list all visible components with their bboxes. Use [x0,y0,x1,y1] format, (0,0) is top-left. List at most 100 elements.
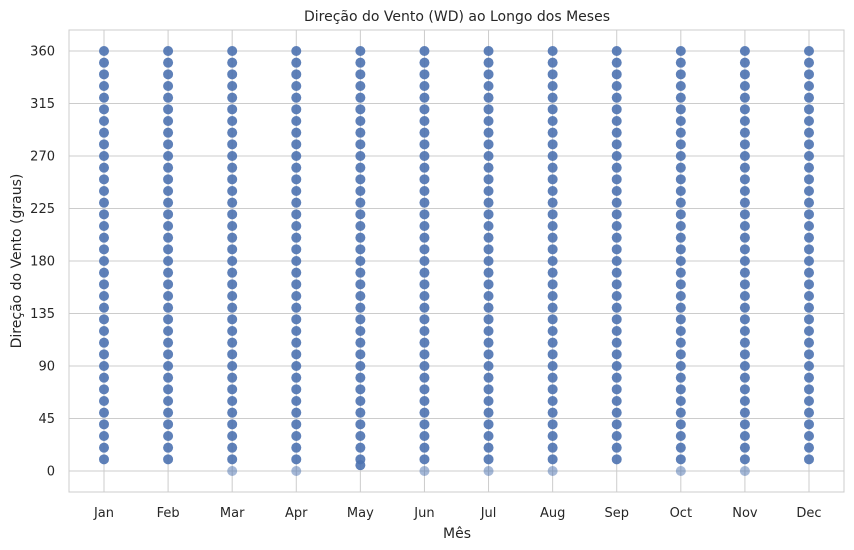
data-point-jul [483,302,494,313]
data-point-oct [675,396,686,406]
data-point-sep [611,326,622,336]
data-point-feb [163,104,174,115]
data-point-dec [804,57,814,68]
data-point-nov [739,442,750,453]
data-point-apr [291,256,302,266]
data-point-jan [99,232,109,243]
data-point-oct [675,384,686,395]
data-point-sep [611,209,622,220]
data-point-jul [483,256,494,266]
data-point-apr [291,326,302,336]
data-point-jun [419,69,430,80]
data-point-may [355,267,366,278]
data-point-mar [227,232,238,243]
data-point-aug [547,466,558,476]
data-point-aug [547,302,558,313]
data-point-jul [483,162,494,173]
data-point-apr [291,291,302,301]
data-point-jan [99,396,109,406]
data-point-mar [227,419,238,430]
data-point-aug [547,57,558,68]
data-point-nov [739,104,750,115]
data-point-jun [419,209,430,220]
data-point-oct [675,372,686,383]
data-point-jul [483,454,494,465]
data-point-jun [419,361,430,371]
data-point-jan [99,151,109,161]
data-point-dec [804,372,814,383]
data-point-jan [99,209,109,220]
data-point-oct [675,151,686,161]
data-point-mar [227,454,238,465]
data-point-mar [227,442,238,453]
data-point-sep [611,267,622,278]
data-point-jan [99,431,109,441]
data-point-jan [99,279,109,290]
data-point-oct [675,349,686,360]
data-point-nov [739,361,750,371]
data-point-jun [419,314,430,325]
data-point-sep [611,454,622,465]
data-point-feb [163,291,174,301]
data-point-apr [291,454,302,465]
data-point-nov [739,174,750,185]
data-point-jan [99,244,109,255]
data-point-aug [547,326,558,336]
data-point-aug [547,116,558,126]
data-point-apr [291,127,302,138]
data-point-feb [163,69,174,80]
data-point-nov [739,407,750,418]
data-point-jun [419,81,430,91]
data-point-apr [291,337,302,348]
data-point-feb [163,57,174,68]
data-point-may [355,431,366,441]
data-point-jan [99,81,109,91]
data-point-apr [291,69,302,80]
data-point-oct [675,466,686,476]
data-point-feb [163,81,174,91]
data-point-dec [804,92,814,103]
data-point-jan [99,104,109,115]
data-point-nov [739,221,750,231]
data-point-sep [611,384,622,395]
data-point-jun [419,419,430,430]
data-point-feb [163,419,174,430]
data-point-feb [163,454,174,465]
data-point-apr [291,267,302,278]
data-point-jul [483,244,494,255]
data-point-aug [547,396,558,406]
data-point-apr [291,396,302,406]
data-point-oct [675,46,686,56]
data-point-may [355,337,366,348]
data-point-sep [611,197,622,208]
data-point-feb [163,221,174,231]
data-point-jul [483,232,494,243]
data-point-jul [483,209,494,220]
data-point-dec [804,419,814,430]
data-point-aug [547,69,558,80]
data-point-sep [611,256,622,266]
data-point-apr [291,162,302,173]
data-point-jun [419,267,430,278]
data-point-jan [99,454,109,465]
data-point-dec [804,256,814,266]
data-point-may [355,46,366,56]
data-point-oct [675,81,686,91]
data-point-jul [483,372,494,383]
data-point-feb [163,139,174,150]
data-point-mar [227,279,238,290]
data-point-dec [804,349,814,360]
data-point-nov [739,69,750,80]
data-point-mar [227,267,238,278]
data-point-jan [99,69,109,80]
data-point-sep [611,57,622,68]
data-point-may [355,244,366,255]
data-point-nov [739,291,750,301]
data-point-dec [804,197,814,208]
data-point-may [355,326,366,336]
data-point-jun [419,384,430,395]
data-point-nov [739,431,750,441]
data-point-sep [611,302,622,313]
data-point-mar [227,162,238,173]
data-point-feb [163,151,174,161]
